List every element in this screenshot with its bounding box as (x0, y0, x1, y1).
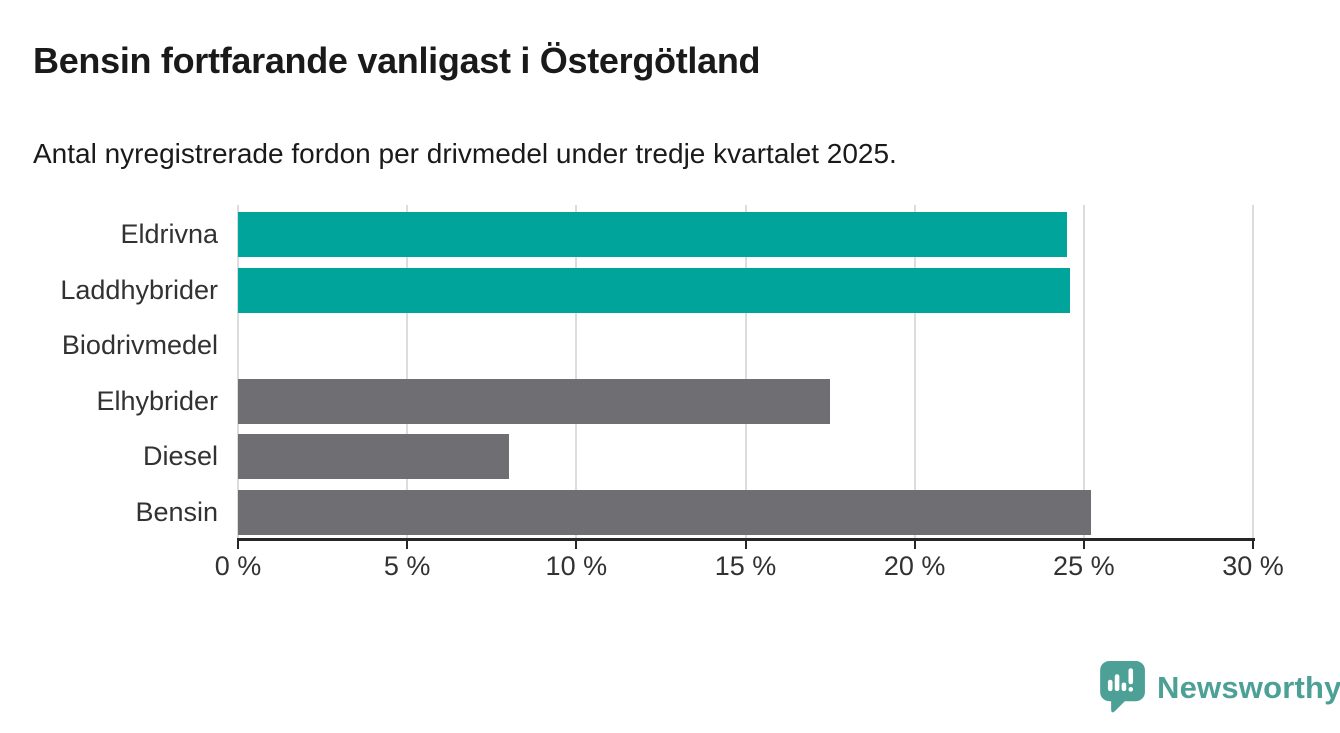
newsworthy-speech-bubble-bar-chart-icon (1100, 661, 1145, 713)
x-axis-tick (1252, 541, 1254, 549)
chart-title: Bensin fortfarande vanligast i Östergötl… (33, 40, 761, 81)
bar-eldrivna (238, 212, 1067, 257)
x-axis-tick-label: 30 % (1222, 551, 1284, 581)
chart-subtitle: Antal nyregistrerade fordon per drivmede… (33, 138, 897, 169)
bar-elhybrider (238, 378, 831, 424)
y-axis-labels: Eldrivna Laddhybrider Biodrivmedel Elhybrid… (0, 205, 218, 538)
x-axis-tick (913, 541, 916, 549)
logo-bar-2 (1114, 674, 1120, 692)
logo-bar-3 (1121, 682, 1127, 692)
x-axis-tick (575, 541, 578, 549)
y-axis-label: Eldrivna (120, 219, 218, 249)
logo-exclamation-stem (1128, 668, 1134, 685)
bar-laddhybrider (238, 267, 1071, 313)
gridline (237, 205, 239, 538)
x-axis-tick-label: 5 % (383, 551, 431, 581)
x-axis-tick-label: 0 % (214, 551, 262, 581)
gridline (1082, 205, 1085, 538)
logo-bar-1 (1107, 679, 1113, 692)
gridline (913, 205, 916, 538)
newsworthy-brand-name: Newsworthy (1157, 669, 1340, 705)
y-axis-label: Elhybrider (96, 385, 218, 416)
gridline (1252, 205, 1254, 538)
x-axis-tick (744, 541, 747, 549)
x-axis-tick-label: 10 % (545, 551, 608, 581)
y-axis-label: Diesel (142, 441, 218, 471)
x-axis-tick (1082, 541, 1085, 549)
gridline (575, 205, 578, 538)
logo-exclamation-dot (1128, 687, 1134, 692)
gridline (406, 205, 409, 538)
bar-bensin (238, 489, 1091, 535)
x-axis-line (237, 538, 1255, 541)
x-axis-tick (237, 541, 239, 549)
x-axis-tick-label: 20 % (883, 551, 946, 581)
y-axis-label: Bensin (135, 496, 218, 527)
gridline (744, 205, 747, 538)
bar-diesel (238, 434, 509, 479)
plot-area (237, 205, 1254, 538)
newsworthy-logo[interactable]: Newsworthy (1100, 661, 1340, 714)
x-axis-tick (406, 541, 409, 549)
y-axis-label: Laddhybrider (60, 274, 218, 305)
x-axis-tick-label: 15 % (714, 551, 777, 581)
y-axis-label: Biodrivmedel (61, 330, 218, 360)
x-axis-tick-label: 25 % (1053, 551, 1115, 581)
